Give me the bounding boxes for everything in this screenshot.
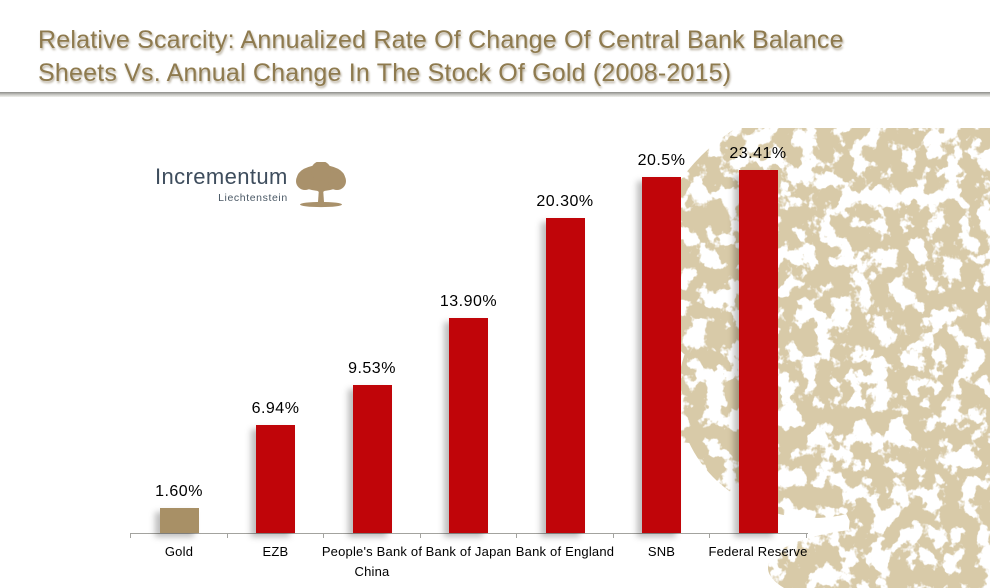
x-axis-tick <box>613 533 614 538</box>
slide-title-line1: Relative Scarcity: Annualized Rate Of Ch… <box>38 26 844 54</box>
category-label: Federal Reserve <box>708 544 808 559</box>
x-axis-tick <box>806 533 807 538</box>
category-label: SNB <box>647 544 676 559</box>
logo-brand-text: Incrementum <box>155 164 288 189</box>
x-axis-tick <box>420 533 421 538</box>
x-axis-tick <box>323 533 324 538</box>
logo-location-text: Liechtenstein <box>218 192 288 204</box>
bar-value-label: 13.90% <box>439 293 498 310</box>
slide-title: Relative Scarcity: Annualized Rate Of Ch… <box>38 24 968 90</box>
bar-value-label: 1.60% <box>155 483 203 500</box>
bar <box>642 177 681 533</box>
title-divider <box>0 92 990 97</box>
bar-value-label: 20.5% <box>637 152 686 169</box>
x-axis-tick <box>130 533 131 538</box>
x-axis-line <box>130 533 808 534</box>
category-label: Bank of Japan <box>425 544 512 559</box>
bar-value-label: 23.41% <box>729 145 787 162</box>
logo-tree-icon <box>295 162 346 208</box>
bar <box>449 318 488 533</box>
incrementum-logo: Incrementum Liechtenstein <box>155 162 351 210</box>
category-label: Bank of England <box>515 544 615 559</box>
x-axis-tick <box>227 533 228 538</box>
bar <box>353 385 392 533</box>
bar-value-label: 9.53% <box>348 360 396 377</box>
bar <box>739 170 778 533</box>
category-label: EZB <box>262 544 289 559</box>
category-label: People's Bank of China <box>321 544 423 580</box>
bar <box>160 508 199 533</box>
bar-value-label: 6.94% <box>251 400 300 417</box>
category-label: Gold <box>164 544 194 559</box>
bar-value-label: 20.30% <box>536 193 594 210</box>
x-axis-tick <box>516 533 517 538</box>
bar <box>256 425 295 533</box>
x-axis-tick <box>709 533 710 538</box>
bar <box>546 218 585 533</box>
slide-title-line2: Sheets Vs. Annual Change In The Stock Of… <box>38 59 732 87</box>
